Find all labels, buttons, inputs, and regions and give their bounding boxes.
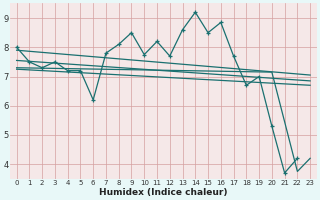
X-axis label: Humidex (Indice chaleur): Humidex (Indice chaleur) (99, 188, 228, 197)
